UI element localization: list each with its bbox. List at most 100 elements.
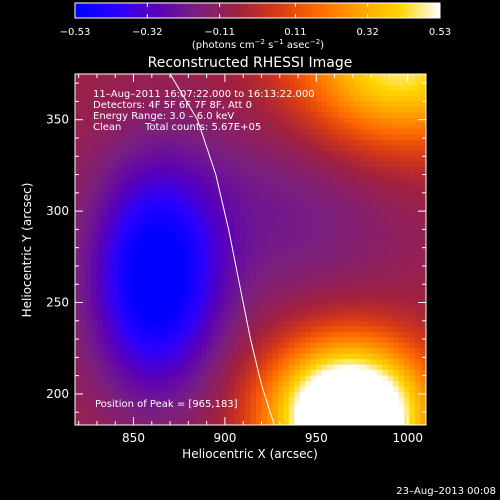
heatmap-cell: [404, 276, 411, 283]
heatmap-cell: [91, 359, 98, 366]
heatmap-cell: [288, 249, 295, 256]
heatmap-cell: [179, 79, 186, 86]
heatmap-cell: [212, 145, 219, 152]
heatmap-cell: [360, 227, 367, 234]
heatmap-cell: [107, 397, 114, 404]
heatmap-cell: [250, 222, 257, 229]
heatmap-cell: [404, 211, 411, 218]
heatmap-cell: [91, 74, 98, 81]
heatmap-cell: [354, 397, 361, 404]
heatmap-cell: [168, 370, 175, 377]
heatmap-cell: [382, 304, 389, 311]
heatmap-cell: [354, 304, 361, 311]
heatmap-cell: [283, 353, 290, 360]
heatmap-cell: [184, 414, 191, 421]
heatmap-cell: [212, 386, 219, 393]
heatmap-cell: [135, 408, 142, 415]
heatmap-cell: [305, 139, 312, 146]
heatmap-cell: [349, 84, 356, 92]
heatmap-cell: [365, 117, 372, 124]
heatmap-cell: [343, 150, 350, 157]
heatmap-cell: [118, 304, 125, 311]
heatmap-cell: [223, 414, 230, 421]
heatmap-cell: [124, 331, 131, 338]
heatmap-cell: [168, 84, 175, 92]
heatmap-cell: [365, 397, 372, 404]
heatmap-cell: [91, 342, 98, 349]
heatmap-cell: [365, 139, 372, 146]
heatmap-cell: [223, 265, 230, 273]
heatmap-cell: [420, 101, 426, 108]
heatmap-cell: [382, 282, 389, 289]
heatmap-cell: [173, 117, 180, 124]
heatmap-cell: [173, 95, 180, 103]
heatmap-cell: [332, 227, 339, 234]
heatmap-cell: [288, 145, 295, 152]
heatmap-cell: [360, 189, 367, 196]
heatmap-cell: [261, 194, 268, 201]
heatmap-cell: [245, 414, 252, 421]
heatmap-cell: [393, 178, 400, 185]
heatmap-cell: [129, 397, 136, 404]
heatmap-cell: [173, 337, 180, 344]
heatmap-cell: [321, 172, 328, 179]
heatmap-cell: [299, 403, 306, 410]
heatmap-cell: [140, 353, 147, 360]
heatmap-cell: [382, 326, 389, 333]
heatmap-cell: [80, 194, 87, 201]
heatmap-cell: [102, 414, 109, 421]
heatmap-cell: [113, 254, 120, 262]
heatmap-cell: [135, 183, 142, 190]
heatmap-cell: [305, 90, 312, 97]
heatmap-cell: [338, 397, 345, 404]
heatmap-cell: [173, 238, 180, 245]
heatmap-cell: [255, 84, 263, 92]
heatmap-cell: [173, 156, 180, 163]
heatmap-cell: [371, 84, 378, 92]
heatmap-cell: [80, 364, 87, 371]
heatmap-cell: [157, 282, 164, 289]
heatmap-cell: [382, 337, 389, 344]
heatmap-cell: [228, 101, 235, 108]
heatmap-cell: [255, 254, 263, 262]
heatmap-cell: [299, 156, 306, 163]
heatmap-cell: [80, 134, 87, 141]
heatmap-cell: [277, 117, 284, 124]
heatmap-cell: [228, 205, 235, 212]
heatmap-cell: [316, 227, 323, 234]
heatmap-cell: [310, 337, 317, 344]
heatmap-cell: [157, 145, 164, 152]
heatmap-cell: [129, 287, 136, 294]
heatmap-cell: [376, 222, 383, 229]
heatmap-cell: [157, 276, 164, 283]
heatmap-cell: [140, 315, 147, 322]
heatmap-cell: [151, 205, 158, 212]
heatmap-cell: [360, 84, 367, 92]
heatmap-cell: [409, 326, 416, 333]
heatmap-cell: [332, 386, 339, 393]
heatmap-cell: [135, 320, 142, 327]
heatmap-cell: [327, 287, 334, 294]
heatmap-cell: [294, 216, 301, 223]
heatmap-cell: [398, 167, 405, 174]
heatmap-cell: [173, 364, 180, 371]
heatmap-cell: [382, 112, 389, 119]
heatmap-cell: [250, 315, 257, 322]
heatmap-cell: [85, 342, 93, 349]
heatmap-cell: [266, 304, 274, 311]
heatmap-cell: [371, 265, 378, 273]
heatmap-cell: [349, 249, 356, 256]
heatmap-cell: [415, 84, 422, 92]
heatmap-cell: [234, 397, 241, 404]
heatmap-cell: [261, 128, 268, 135]
heatmap-cell: [107, 287, 114, 294]
heatmap-cell: [190, 156, 197, 163]
heatmap-cell: [382, 320, 389, 327]
heatmap-cell: [195, 156, 202, 163]
heatmap-cell: [277, 320, 284, 327]
heatmap-cell: [415, 326, 422, 333]
heatmap-cell: [365, 282, 372, 289]
heatmap-cell: [217, 150, 224, 157]
heatmap-cell: [151, 189, 158, 196]
heatmap-cell: [107, 238, 114, 245]
